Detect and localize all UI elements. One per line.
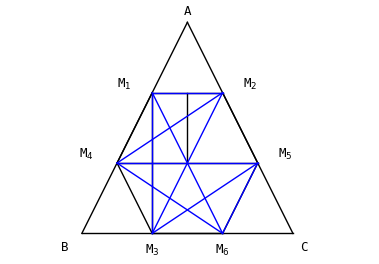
Text: M$_1$: M$_1$ (117, 77, 132, 92)
Text: M$_3$: M$_3$ (145, 243, 160, 258)
Text: M$_2$: M$_2$ (243, 77, 257, 92)
Text: A: A (184, 5, 191, 18)
Text: B: B (61, 241, 69, 254)
Text: C: C (300, 241, 308, 254)
Text: M$_5$: M$_5$ (278, 147, 293, 162)
Text: M$_6$: M$_6$ (215, 243, 230, 258)
Text: M$_4$: M$_4$ (79, 147, 94, 162)
